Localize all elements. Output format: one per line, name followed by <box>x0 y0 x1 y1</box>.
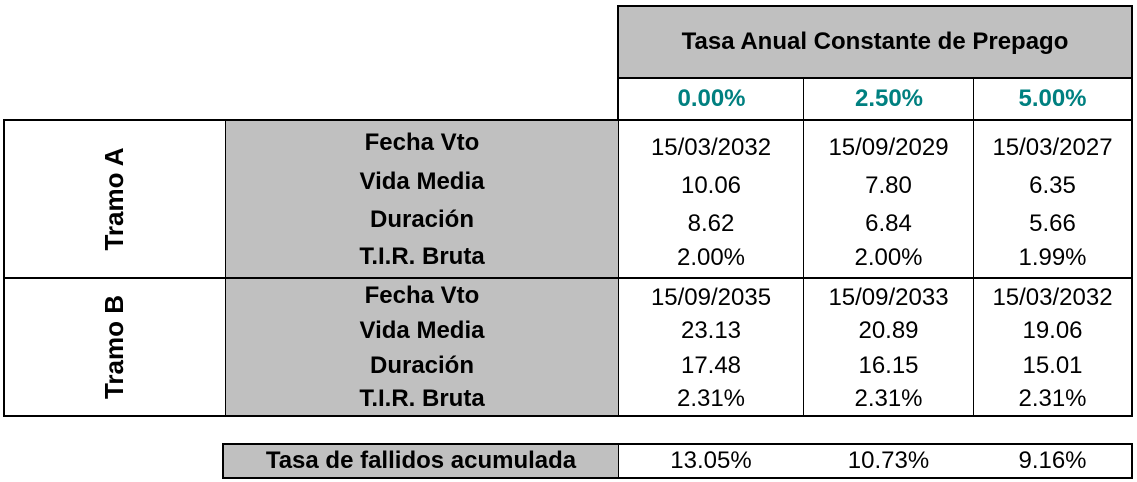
fallidos-value-1: 10.73% <box>847 447 930 474</box>
tramo-b-label-column <box>225 279 619 415</box>
cell-value: 15/09/2029 <box>828 134 949 161</box>
prepayment-header: Tasa Anual Constante de Prepago <box>617 5 1133 79</box>
fallidos-label: Tasa de fallidos acumulada <box>224 445 619 477</box>
cell-value: 15.01 <box>1022 352 1083 379</box>
fallidos-row: Tasa de fallidos acumulada 13.05% 10.73%… <box>222 443 1133 479</box>
rate-header-row: 0.00% 2.50% 5.00% <box>617 77 1133 121</box>
fallidos-value-0: 13.05% <box>670 447 752 474</box>
cell-value: 16.15 <box>858 352 919 379</box>
rate-header-0: 0.00% <box>677 85 746 112</box>
cell-value: 2.31% <box>676 384 746 412</box>
tramo-a-label-column <box>225 121 619 277</box>
fallidos-value-2: 9.16% <box>1018 447 1087 474</box>
cell-value: 6.35 <box>1029 172 1076 199</box>
cell-value: 20.89 <box>858 317 919 344</box>
cell-value: 1.99% <box>1018 244 1087 271</box>
cell-value: 10.06 <box>680 172 742 199</box>
row-label: Vida Media <box>359 168 485 195</box>
row-label: Duración <box>369 352 474 379</box>
rate-header-2: 5.00% <box>1018 85 1087 112</box>
row-label: Duración <box>369 206 474 233</box>
cell-value: 8.62 <box>687 210 735 237</box>
cell-value: 2.31% <box>854 384 923 412</box>
row-label: T.I.R. Bruta <box>359 385 485 412</box>
tramo-a-block: Tramo A Fecha Vto 15/03/2032 15/09/2029 … <box>3 119 1133 279</box>
cell-value: 2.00% <box>676 244 746 271</box>
row-label: Vida Media <box>359 317 485 344</box>
row-label: Fecha Vto <box>364 282 480 309</box>
cell-value: 15/09/2033 <box>828 284 949 311</box>
cell-value: 2.31% <box>1018 384 1087 412</box>
tramo-b-label: Tramo B <box>98 294 129 400</box>
cell-value: 23.13 <box>680 317 742 344</box>
prepayment-title: Tasa Anual Constante de Prepago <box>681 28 1069 55</box>
row-label: Fecha Vto <box>364 129 480 156</box>
cell-value: 5.66 <box>1029 210 1076 237</box>
cell-value: 15/09/2035 <box>650 284 772 311</box>
rate-header-1: 2.50% <box>854 85 924 112</box>
cell-value: 7.80 <box>865 172 912 199</box>
tramo-b-block: Tramo B Fecha Vto 15/09/2035 15/09/2033 … <box>3 277 1133 417</box>
row-label: T.I.R. Bruta <box>359 243 485 270</box>
cell-value: 17.48 <box>680 352 742 379</box>
cell-value: 15/03/2032 <box>992 284 1113 311</box>
cell-value: 2.00% <box>854 244 923 271</box>
cell-value: 19.06 <box>1022 317 1083 344</box>
cell-value: 15/03/2027 <box>992 134 1113 161</box>
cell-value: 15/03/2032 <box>650 134 772 161</box>
cell-value: 6.84 <box>865 210 912 237</box>
tramo-a-label: Tramo A <box>98 147 129 251</box>
